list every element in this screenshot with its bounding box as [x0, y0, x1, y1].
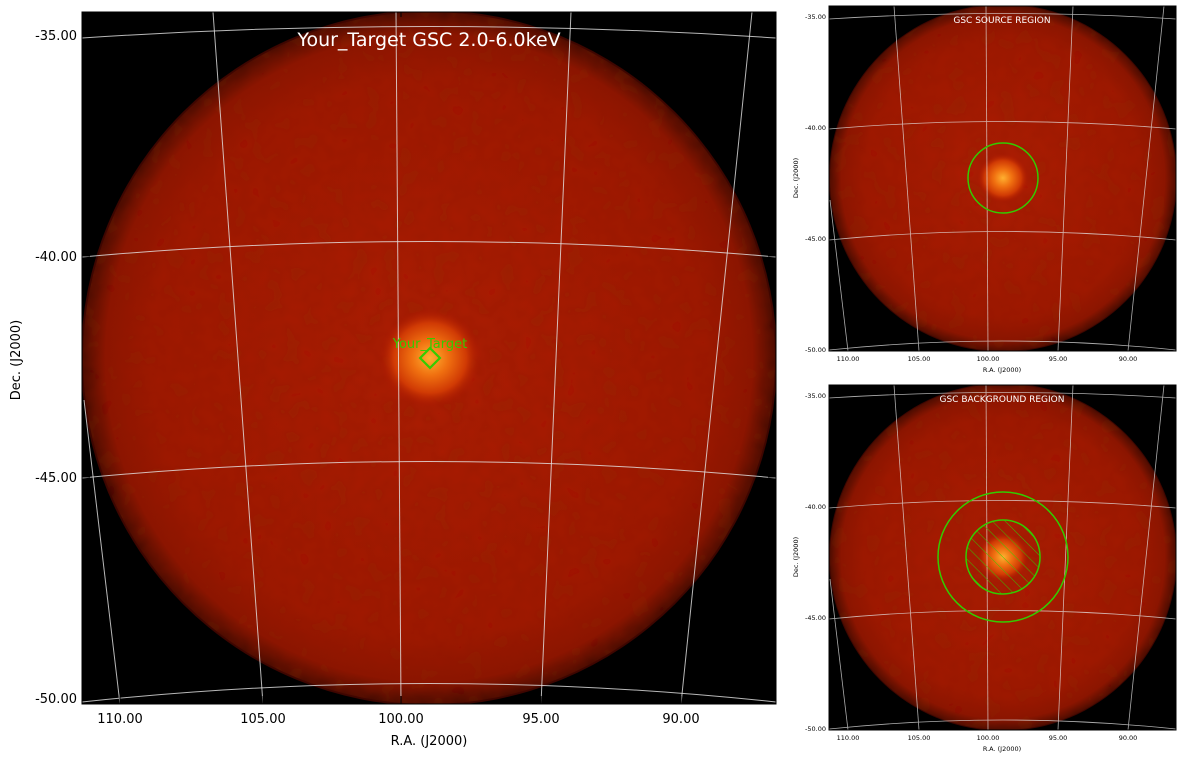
source-x-axis-label: R.A. (J2000)	[983, 366, 1021, 374]
background-x-axis-label: R.A. (J2000)	[983, 745, 1021, 753]
background-outer-circle	[937, 491, 1069, 623]
main-x-tick-label: 100.00	[378, 712, 424, 727]
main-title: Your_Target GSC 2.0-6.0keV	[296, 29, 560, 51]
source-gridlines	[829, 6, 1176, 351]
main-ra-gridlines	[83, 12, 753, 704]
main-y-axis-label: Dec. (J2000)	[9, 320, 24, 400]
main-x-tick-label: 110.00	[97, 712, 143, 727]
background-y-axis-label: Dec. (J2000)	[792, 537, 800, 577]
source-blob	[977, 153, 1029, 203]
background-y-tick-label: -40.00	[805, 503, 826, 511]
main-source-blob	[378, 308, 482, 408]
main-x-axis-label: R.A. (J2000)	[391, 734, 468, 749]
target-label: Your_Target	[392, 337, 467, 352]
background-x-tick-label: 100.00	[977, 734, 1000, 742]
main-y-tick-label: -45.00	[35, 471, 77, 486]
source-panel-title: GSC SOURCE REGION	[953, 16, 1050, 26]
background-x-tick-label: 105.00	[908, 734, 931, 742]
main-y-tick-label: -50.00	[35, 692, 77, 707]
background-x-tick-label: 110.00	[837, 734, 860, 742]
source-y-tick-label: -45.00	[805, 235, 826, 243]
main-y-tick-label: -35.00	[35, 29, 77, 44]
background-x-tick-label: 90.00	[1119, 734, 1138, 742]
source-x-tick-label: 100.00	[977, 355, 1000, 363]
main-y-tick-labels: -35.00 -40.00 -45.00 -50.00	[35, 29, 77, 707]
background-y-tick-label: -50.00	[805, 725, 826, 733]
main-x-tick-label: 95.00	[522, 712, 559, 727]
main-y-tick-label: -40.00	[35, 250, 77, 265]
background-hatched-exclusion	[966, 520, 1040, 594]
background-frame	[828, 384, 1177, 731]
source-x-tick-label: 95.00	[1049, 355, 1068, 363]
source-x-tick-label: 110.00	[837, 355, 860, 363]
background-y-tick-labels: -35.00 -40.00 -45.00 -50.00	[805, 392, 826, 733]
source-y-tick-label: -35.00	[805, 13, 826, 21]
background-x-tick-label: 95.00	[1049, 734, 1068, 742]
main-dec-gridlines	[82, 26, 776, 703]
main-frame	[81, 11, 777, 705]
main-x-tick-label: 105.00	[240, 712, 286, 727]
background-inner-circle	[965, 519, 1041, 595]
source-x-tick-label: 105.00	[908, 355, 931, 363]
source-region-panel: GSC SOURCE REGION -35.00 -40.00 -45.00 -…	[792, 5, 1177, 374]
background-x-tick-labels: 110.00 105.00 100.00 95.00 90.00	[837, 734, 1138, 742]
source-frame	[828, 5, 1177, 352]
main-x-tick-label: 90.00	[662, 712, 699, 727]
source-x-tick-label: 90.00	[1119, 355, 1138, 363]
background-panel-title: GSC BACKGROUND REGION	[940, 395, 1065, 405]
background-y-tick-label: -45.00	[805, 614, 826, 622]
background-region-panel: GSC BACKGROUND REGION -35.00 -40.00 -45.…	[792, 384, 1177, 753]
source-y-axis-label: Dec. (J2000)	[792, 158, 800, 198]
main-tick-marks	[82, 12, 776, 704]
target-diamond-marker	[418, 346, 442, 370]
main-panel: Your_Target Your_Target GSC 2.0-6.0keV -…	[9, 11, 777, 749]
source-y-tick-labels: -35.00 -40.00 -45.00 -50.00	[805, 13, 826, 354]
source-region-circle	[967, 142, 1039, 214]
source-x-tick-labels: 110.00 105.00 100.00 95.00 90.00	[837, 355, 1138, 363]
source-y-tick-label: -40.00	[805, 124, 826, 132]
main-x-tick-labels: 110.00 105.00 100.00 95.00 90.00	[97, 712, 699, 727]
background-y-tick-label: -35.00	[805, 392, 826, 400]
source-y-tick-label: -50.00	[805, 346, 826, 354]
background-gridlines	[829, 385, 1176, 730]
